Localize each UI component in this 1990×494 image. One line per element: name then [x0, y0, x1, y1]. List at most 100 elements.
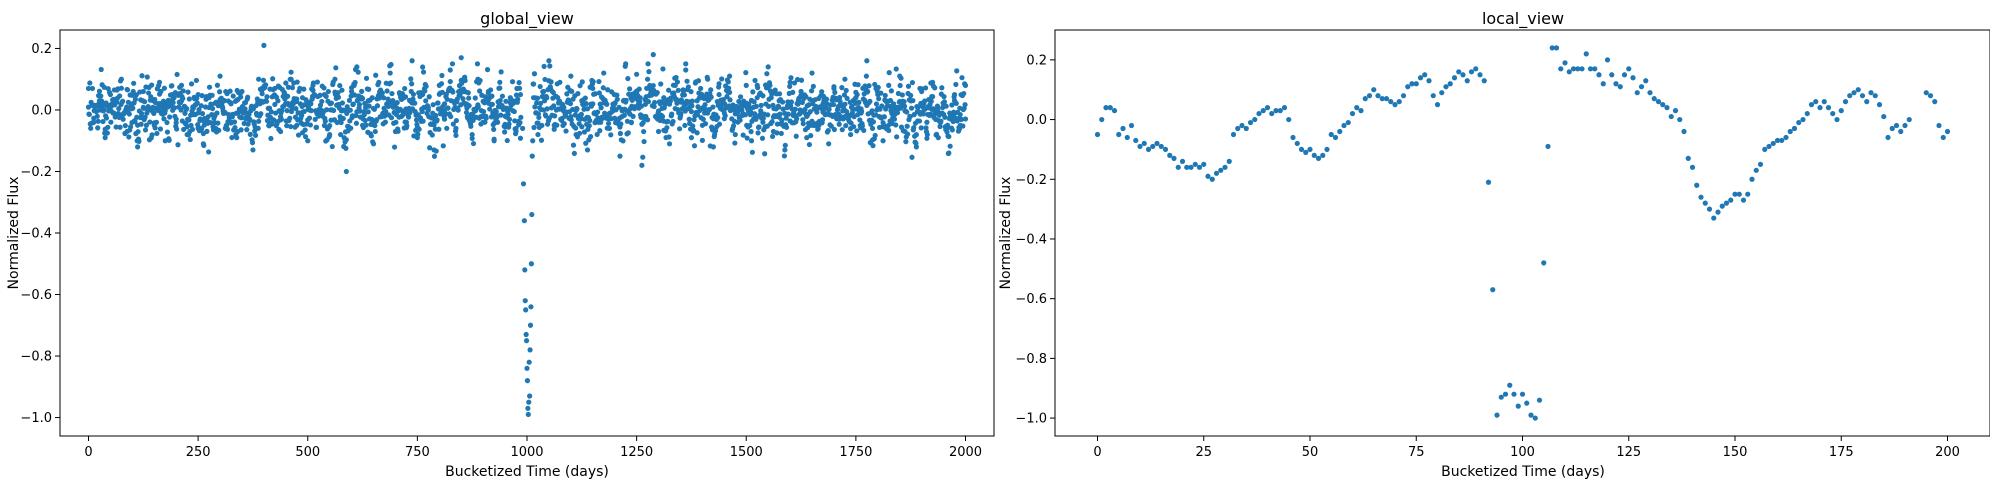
data-point	[1570, 66, 1577, 72]
data-point	[198, 103, 204, 109]
data-point	[427, 145, 433, 151]
data-point	[158, 88, 164, 95]
data-point	[640, 120, 646, 126]
data-point	[384, 88, 390, 94]
data-point	[1881, 113, 1887, 120]
data-point	[393, 119, 399, 125]
data-point	[876, 96, 882, 102]
y-tick-label: −0.8	[1015, 352, 1047, 367]
data-point	[509, 79, 516, 85]
data-point	[570, 142, 577, 148]
data-point	[381, 113, 388, 119]
data-point	[1124, 134, 1130, 141]
data-point	[596, 90, 602, 96]
data-point	[1341, 122, 1347, 129]
data-point	[792, 106, 798, 112]
data-point	[343, 137, 349, 143]
data-point	[186, 96, 192, 102]
data-point	[425, 107, 431, 113]
data-point	[132, 96, 139, 102]
data-point	[263, 82, 269, 88]
data-point	[762, 151, 768, 157]
data-point	[710, 104, 716, 110]
data-point	[1273, 108, 1279, 114]
data-point	[96, 98, 103, 104]
data-point	[98, 66, 104, 73]
data-point	[765, 112, 771, 118]
data-point	[776, 98, 782, 104]
data-point	[1145, 146, 1152, 153]
data-point	[767, 82, 773, 88]
data-point	[1847, 93, 1853, 99]
data-point	[651, 103, 657, 110]
data-point	[568, 73, 574, 79]
data-point	[521, 218, 527, 224]
data-point	[529, 211, 535, 218]
data-point	[544, 95, 550, 101]
data-point	[1324, 146, 1330, 153]
data-point	[453, 117, 460, 124]
y-tick-label: −0.6	[1015, 292, 1047, 307]
data-point	[732, 140, 738, 146]
x-axis-label: Bucketized Time (days)	[445, 464, 609, 480]
data-point	[406, 114, 412, 120]
data-point	[408, 76, 414, 82]
data-point	[637, 95, 643, 101]
data-point	[523, 338, 530, 344]
data-point	[470, 140, 477, 147]
data-point	[161, 116, 167, 122]
data-point	[180, 88, 186, 94]
data-point	[875, 91, 881, 98]
data-point	[302, 127, 308, 133]
data-point	[1137, 143, 1143, 150]
data-point	[295, 132, 302, 138]
data-point	[448, 113, 454, 120]
data-point	[402, 85, 408, 92]
data-point	[715, 115, 721, 121]
data-point	[932, 85, 938, 91]
data-point	[746, 101, 752, 107]
y-tick-label: 0.2	[31, 42, 52, 57]
data-point	[232, 124, 238, 131]
data-point	[751, 99, 757, 105]
data-point	[1779, 137, 1785, 144]
data-point	[888, 88, 894, 94]
data-point	[449, 61, 456, 67]
plot-frame	[1054, 29, 1990, 437]
data-point	[214, 82, 221, 88]
data-point	[1345, 119, 1351, 126]
data-point	[91, 119, 97, 125]
data-point	[536, 114, 542, 121]
data-point	[88, 125, 94, 131]
data-point	[361, 112, 367, 118]
data-point	[562, 113, 569, 119]
data-point	[120, 98, 126, 104]
data-point	[96, 88, 103, 94]
data-point	[1167, 152, 1173, 158]
data-point	[569, 88, 575, 94]
data-point	[308, 101, 314, 107]
data-point	[760, 115, 766, 121]
data-point	[1723, 200, 1730, 206]
data-point	[93, 109, 99, 115]
data-point	[465, 90, 471, 96]
data-point	[875, 84, 881, 91]
data-point	[645, 99, 652, 105]
data-point	[370, 141, 377, 147]
data-point	[1379, 96, 1385, 102]
data-point	[85, 85, 92, 92]
data-point	[365, 109, 371, 115]
data-point	[347, 107, 353, 113]
data-point	[942, 114, 948, 120]
data-point	[644, 76, 651, 82]
data-point	[527, 322, 534, 328]
data-point	[130, 88, 136, 95]
data-point	[1906, 116, 1912, 123]
data-point	[343, 168, 349, 175]
data-point	[525, 411, 531, 418]
data-point	[215, 120, 221, 126]
data-point	[780, 106, 786, 112]
data-point	[498, 112, 504, 118]
chart-title: local_view	[1482, 9, 1564, 29]
data-point	[683, 67, 689, 73]
